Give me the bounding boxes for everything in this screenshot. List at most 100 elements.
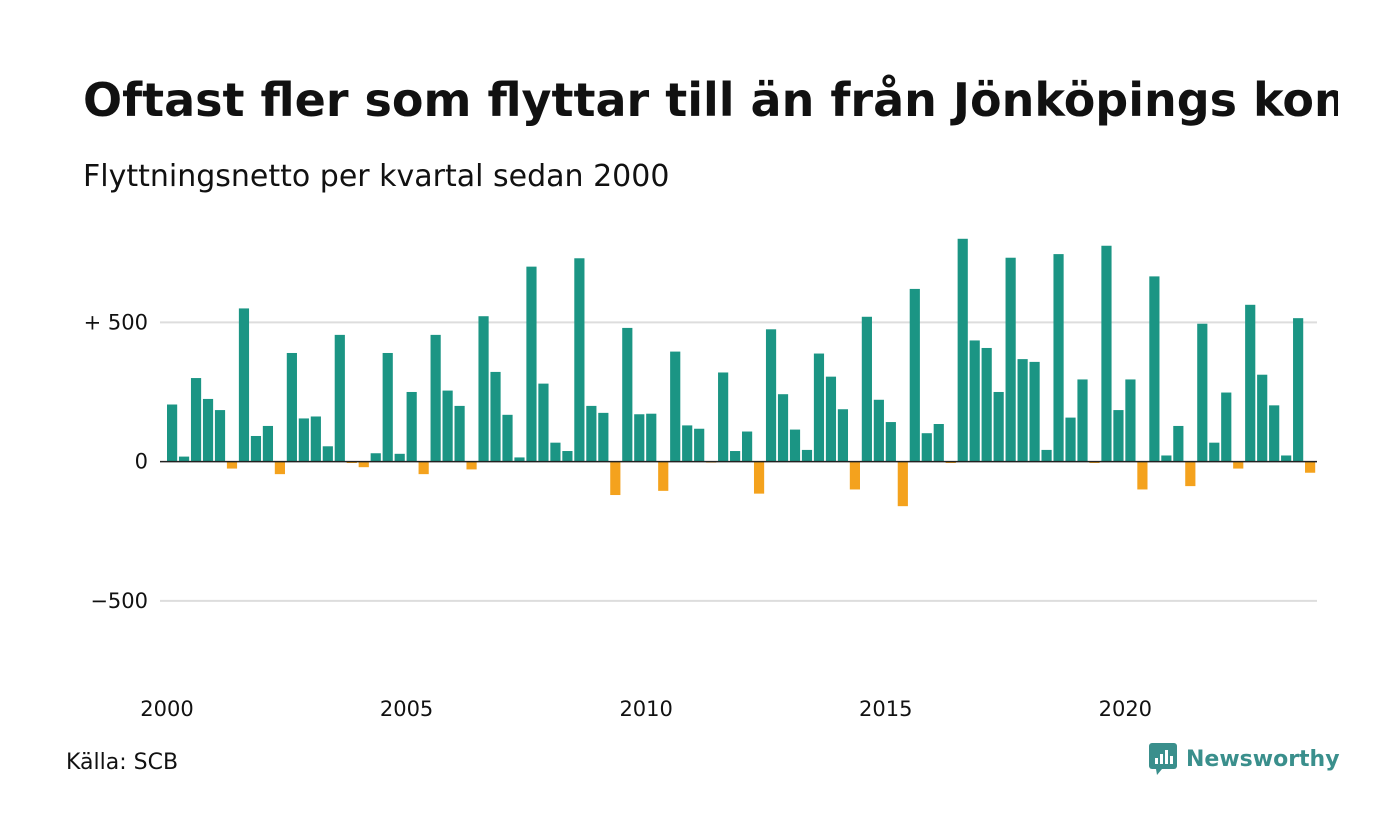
bar [298, 418, 309, 462]
bar [514, 457, 525, 462]
bar [1077, 379, 1088, 462]
bar [538, 383, 549, 462]
bar [765, 329, 777, 462]
bar [1281, 455, 1292, 462]
bar [274, 461, 285, 475]
x-tick-label: 2010 [619, 697, 672, 721]
bar [466, 461, 477, 470]
bar [418, 461, 429, 475]
bar [478, 316, 489, 462]
bar [1197, 323, 1208, 462]
bar [921, 433, 932, 462]
bar [957, 238, 968, 462]
bars [167, 238, 1316, 507]
bar [993, 391, 1004, 462]
brand-name: Newsworthy [1186, 746, 1340, 772]
bar [550, 442, 561, 462]
bar [502, 414, 513, 462]
bar [190, 378, 202, 462]
bar [454, 405, 465, 462]
bar [526, 266, 537, 462]
bar [370, 453, 381, 462]
bar [801, 449, 813, 462]
bar [873, 399, 884, 462]
bar [981, 347, 992, 462]
bar [574, 258, 585, 462]
bar [322, 446, 333, 462]
bar [238, 308, 250, 462]
bar [1185, 461, 1196, 487]
bar [658, 461, 669, 491]
bar [861, 316, 872, 462]
bar [226, 461, 238, 469]
x-tick-label: 2015 [859, 697, 912, 721]
bar [1029, 361, 1040, 462]
bar [682, 425, 693, 462]
x-tick-label: 2000 [140, 697, 193, 721]
bar [1149, 276, 1160, 462]
bar [430, 334, 441, 462]
y-axis-tick-labels: + 500 0 −500 [84, 310, 148, 613]
bar [406, 391, 417, 462]
bar [382, 352, 393, 462]
bar [598, 412, 609, 462]
bar [1209, 442, 1220, 462]
bar [1005, 257, 1016, 462]
bar [610, 461, 621, 496]
newsworthy-brand[interactable]: Newsworthy [1148, 742, 1340, 776]
bar [849, 461, 860, 490]
bar [1041, 449, 1052, 462]
bar [1245, 304, 1256, 462]
bar [286, 352, 297, 462]
bar [490, 371, 501, 462]
chart-title: Oftast fler som flyttar till än från Jön… [83, 73, 1338, 127]
bar [753, 461, 765, 494]
bar [442, 390, 453, 462]
bar [718, 372, 729, 462]
bar [813, 353, 825, 462]
grid-lines [160, 321, 1317, 602]
bar [1113, 410, 1124, 462]
bar [1257, 374, 1268, 462]
bar [969, 340, 980, 462]
bar [622, 327, 633, 462]
bar [1293, 318, 1304, 462]
bar [310, 416, 321, 462]
bar [1305, 461, 1316, 473]
bar [167, 404, 178, 462]
bar [214, 410, 226, 462]
bar [262, 425, 274, 462]
bar [562, 451, 573, 462]
x-tick-label: 2005 [380, 697, 433, 721]
bar [742, 431, 753, 462]
bar [1065, 417, 1076, 462]
bar [394, 453, 405, 462]
y-tick-label: + 500 [84, 310, 148, 334]
bar [933, 424, 944, 462]
y-tick-label: −500 [90, 589, 148, 613]
bar [202, 398, 214, 462]
bar [670, 351, 681, 462]
y-tick-label: 0 [135, 450, 148, 474]
bar [178, 456, 190, 462]
bar [837, 409, 849, 462]
bar [730, 451, 741, 462]
source-note: Källa: SCB [66, 750, 179, 775]
bar [1053, 254, 1064, 462]
bar [586, 405, 597, 462]
bar [634, 414, 645, 462]
bar [1017, 359, 1028, 462]
x-axis-tick-labels: 2000 2005 2010 2015 2020 [140, 697, 1152, 721]
bar [1221, 392, 1232, 462]
bar [1161, 455, 1172, 462]
bar [334, 334, 345, 462]
bar [777, 394, 789, 462]
bar [1233, 461, 1244, 469]
bar [909, 288, 920, 462]
bar [358, 461, 369, 468]
bar [897, 461, 908, 507]
x-tick-label: 2020 [1099, 697, 1152, 721]
bar [694, 428, 705, 462]
bar [1125, 379, 1136, 462]
